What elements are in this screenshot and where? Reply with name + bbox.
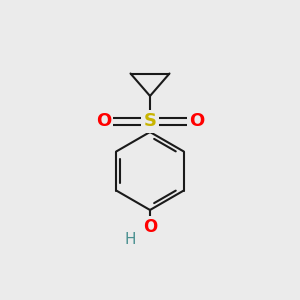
Text: S: S: [143, 112, 157, 130]
Text: H: H: [125, 232, 136, 247]
Text: O: O: [96, 112, 111, 130]
Text: O: O: [189, 112, 204, 130]
Text: O: O: [143, 218, 157, 236]
